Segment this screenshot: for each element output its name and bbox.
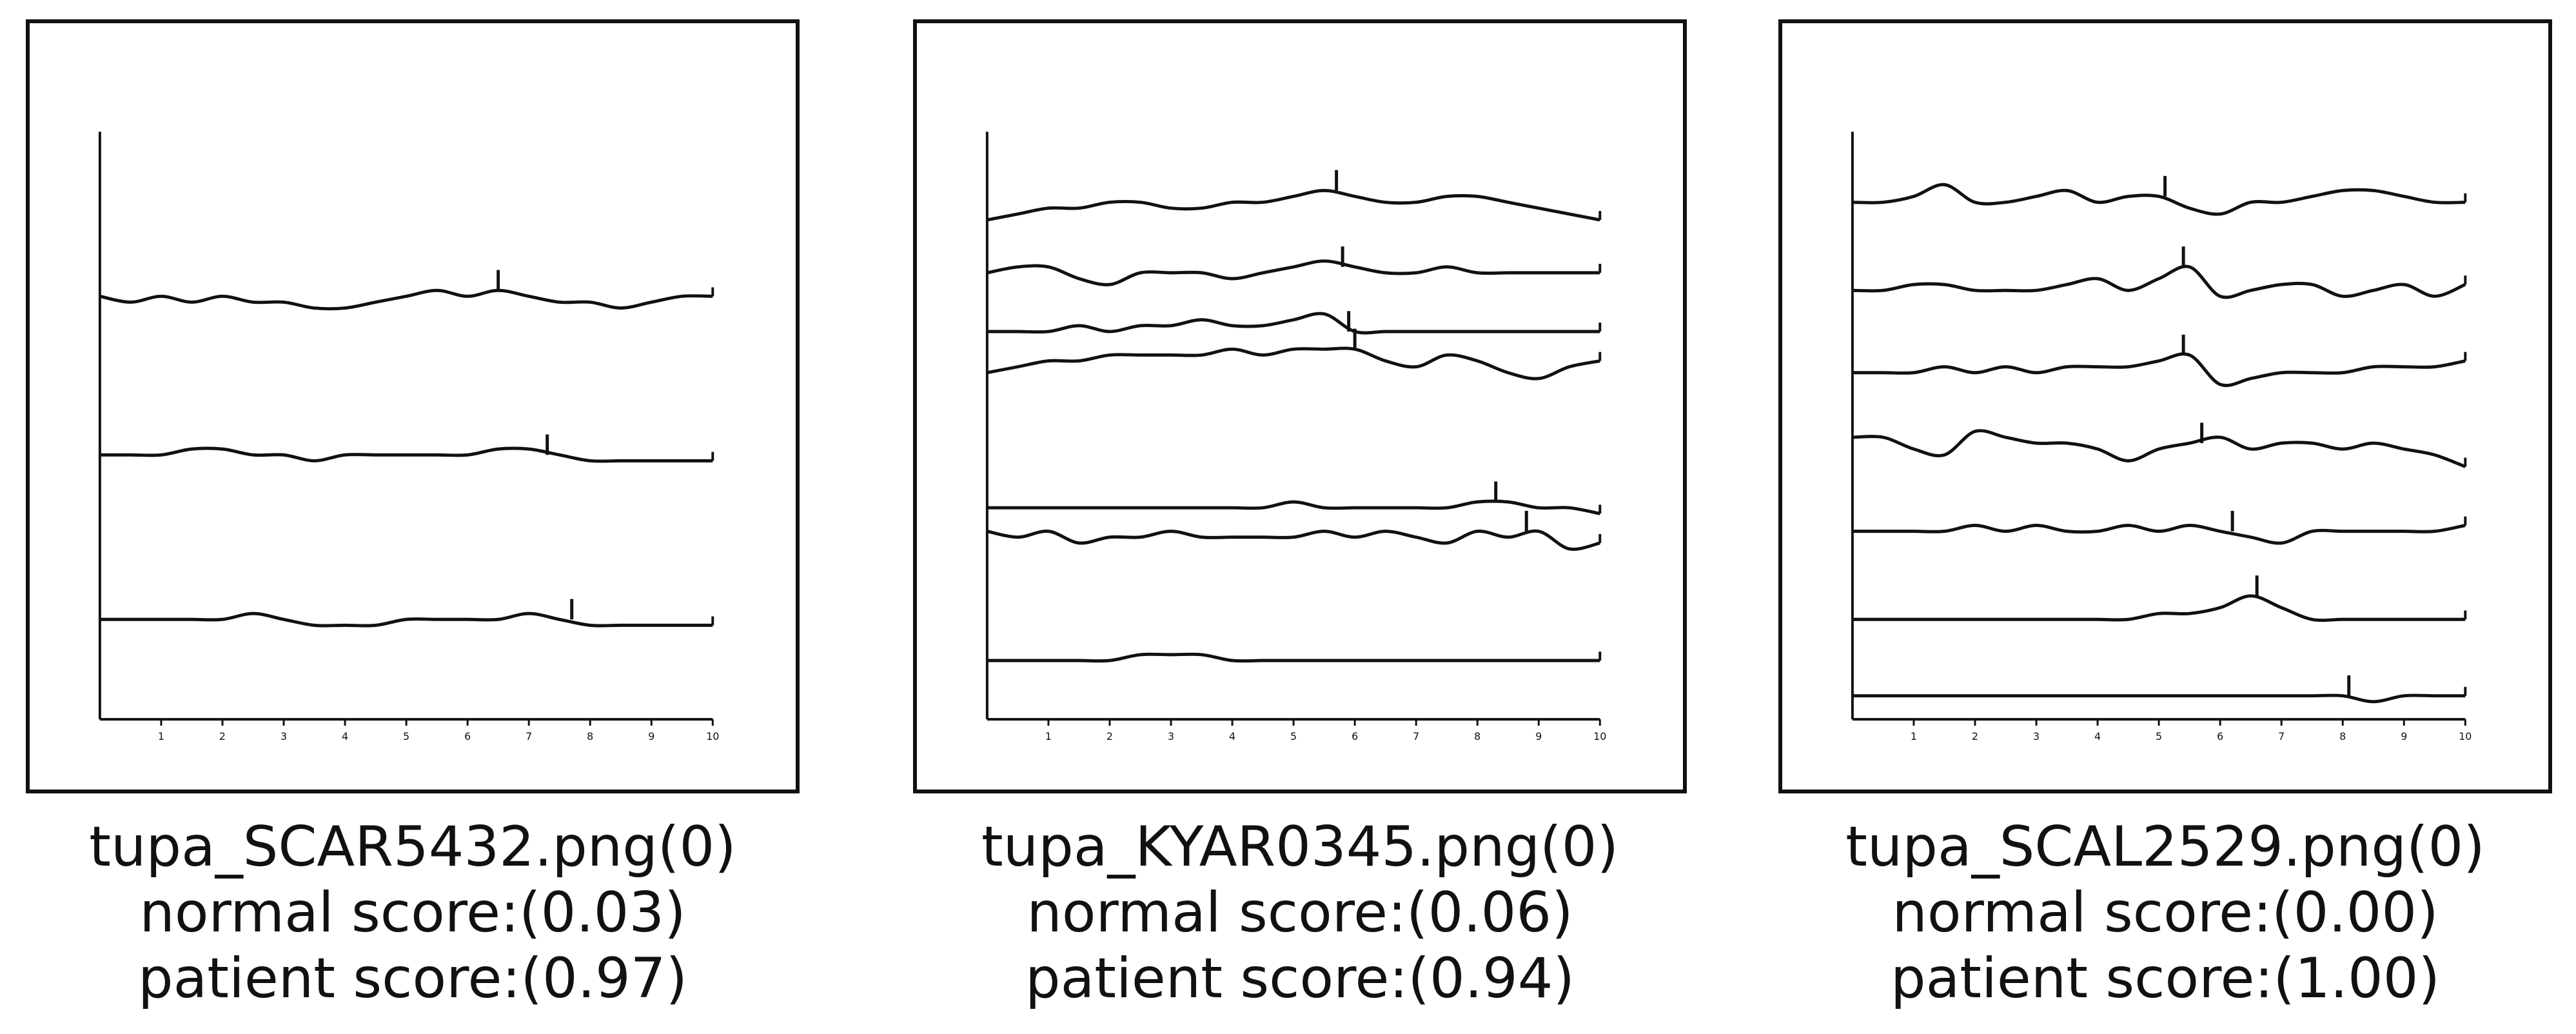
x-tick-label: 4	[2094, 730, 2101, 742]
x-tick-label: 2	[1106, 730, 1113, 742]
signal-trace	[987, 259, 1600, 286]
chart-filename: tupa_SCAR5432.png(0)	[89, 815, 736, 879]
x-tick-label: 6	[464, 730, 471, 742]
x-tick-label: 10	[2459, 730, 2472, 742]
chart-caption: tupa_KYAR0345.png(0) normal score:(0.06)…	[913, 814, 1687, 1011]
x-tick-label: 3	[280, 730, 287, 742]
signal-trace	[987, 346, 1600, 381]
x-tick-label: 5	[403, 730, 409, 742]
x-tick-label: 5	[1290, 730, 1297, 742]
signal-trace	[99, 446, 713, 463]
x-tick-label: 3	[1168, 730, 1174, 742]
chart-caption: tupa_SCAR5432.png(0) normal score:(0.03)…	[26, 814, 800, 1011]
eeg-chart-svg: 1 2 3 4 5 6 7 8 9 10	[985, 132, 1606, 742]
chart-panel-1: 1 2 3 4 5 6 7 8 9 10 tupa_SCAR5432.png(0) normal …	[26, 0, 812, 1034]
patient-score: patient score:(0.97)	[137, 946, 688, 1011]
chart-filename: tupa_SCAL2529.png(0)	[1845, 815, 2485, 879]
chart-frame: 1 2 3 4 5 6 7 8 9 10	[913, 19, 1687, 793]
x-tick-label: 2	[1972, 730, 1978, 742]
signal-trace	[99, 611, 713, 628]
x-tick-label: 10	[1593, 730, 1606, 742]
chart-caption: tupa_SCAL2529.png(0) normal score:(0.00)…	[1778, 814, 2552, 1011]
normal-score: normal score:(0.00)	[1892, 880, 2439, 945]
x-tick-label: 7	[2278, 730, 2285, 742]
chart-frame: 1 2 3 4 5 6 7 8 9 10	[26, 19, 800, 793]
patient-score: patient score:(1.00)	[1890, 946, 2441, 1011]
x-tick-label: 9	[648, 730, 654, 742]
x-tick-label: 10	[706, 730, 719, 742]
chart-panel-2: 1 2 3 4 5 6 7 8 9 10 tupa_KYAR0345.png(0) normal …	[913, 0, 1700, 1034]
x-tick-label: 6	[1352, 730, 1358, 742]
patient-score: patient score:(0.94)	[1025, 946, 1575, 1011]
signal-trace	[1852, 524, 2466, 545]
chart-filename: tupa_KYAR0345.png(0)	[981, 815, 1618, 879]
x-tick-label: 4	[342, 730, 348, 742]
signal-trace	[1852, 693, 2466, 704]
x-tick-label: 6	[2217, 730, 2223, 742]
x-tick-label: 8	[2339, 730, 2346, 742]
signal-trace	[1852, 429, 2466, 468]
x-tick-label: 7	[526, 730, 532, 742]
x-tick-label: 9	[1535, 730, 1542, 742]
signal-trace	[99, 288, 713, 311]
signal-trace	[987, 188, 1600, 222]
x-tick-label: 2	[219, 730, 226, 742]
x-tick-label: 4	[1229, 730, 1235, 742]
normal-score: normal score:(0.06)	[1027, 880, 1573, 945]
signal-trace	[1852, 352, 2466, 387]
x-tick-label: 1	[1045, 730, 1052, 742]
x-tick-label: 1	[158, 730, 164, 742]
signal-trace	[1852, 183, 2466, 216]
x-tick-label: 5	[2156, 730, 2162, 742]
x-tick-label: 1	[1911, 730, 1917, 742]
signal-trace	[1852, 264, 2466, 299]
x-tick-label: 3	[2033, 730, 2040, 742]
chart-frame: 1 2 3 4 5 6 7 8 9 10	[1778, 19, 2552, 793]
signal-trace	[987, 529, 1600, 551]
signal-trace	[1852, 594, 2466, 622]
x-tick-label: 7	[1413, 730, 1419, 742]
signal-trace	[987, 312, 1600, 335]
eeg-chart-svg: 1 2 3 4 5 6 7 8 9 10	[1851, 132, 2472, 742]
x-tick-label: 8	[587, 730, 593, 742]
x-tick-label: 9	[2401, 730, 2407, 742]
normal-score: normal score:(0.03)	[139, 880, 686, 945]
signal-trace	[987, 499, 1600, 515]
signal-trace	[987, 652, 1600, 663]
eeg-chart-svg: 1 2 3 4 5 6 7 8 9 10	[98, 132, 719, 742]
chart-panel-3: 1 2 3 4 5 6 7 8 9 10 tupa_SCAL2529.png(0) normal …	[1778, 0, 2565, 1034]
x-tick-label: 8	[1474, 730, 1480, 742]
